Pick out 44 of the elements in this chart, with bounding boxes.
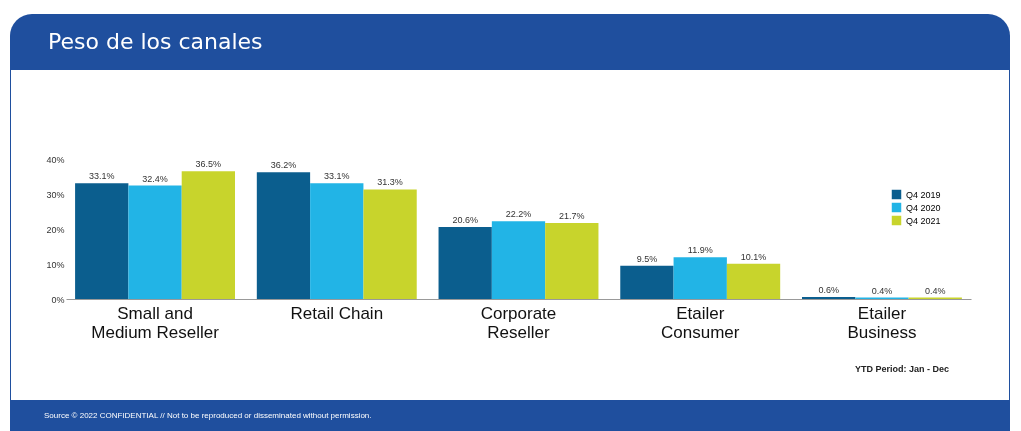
- bar: [363, 189, 417, 299]
- data-label: 10.1%: [740, 251, 767, 262]
- y-tick-label: 40%: [46, 154, 65, 165]
- x-tick-label: Etailer Consumer: [661, 303, 740, 342]
- x-tick-label: Retail Chain: [290, 303, 384, 323]
- data-label: 33.1%: [324, 171, 350, 182]
- legend-label: Q4 2019: [906, 189, 941, 200]
- bar: [726, 263, 781, 299]
- bar: [620, 265, 674, 299]
- data-label: 0.6%: [818, 284, 839, 295]
- data-label: 32.4%: [142, 173, 168, 184]
- data-label: 9.5%: [636, 253, 658, 264]
- chart-title: Peso de los canales: [10, 14, 1010, 70]
- bar: [75, 183, 129, 299]
- bar: [256, 172, 311, 299]
- y-tick-label: 20%: [46, 224, 65, 235]
- data-label: 0.4%: [925, 285, 946, 296]
- data-label: 0.4%: [871, 285, 893, 296]
- x-tick-label: Corporate Reseller: [480, 303, 557, 342]
- bar: [438, 226, 492, 299]
- x-tick-label: Small and Medium Reseller: [91, 303, 220, 342]
- data-label: 21.7%: [559, 211, 585, 222]
- legend-label: Q4 2021: [906, 215, 941, 226]
- data-label: 36.5%: [195, 159, 222, 170]
- source-note: Source © 2022 CONFIDENTIAL // Not to be reproduced or disseminated without permission.: [10, 400, 1010, 431]
- bar: [181, 171, 236, 299]
- legend-label: Q4 2020: [906, 202, 941, 213]
- bar: [491, 221, 546, 299]
- data-label: 36.2%: [270, 160, 297, 171]
- data-label: 20.6%: [452, 214, 478, 225]
- text: YTD Period: Jan - Dec: [855, 364, 950, 374]
- x-tick-label: Etailer Business: [847, 303, 917, 342]
- y-tick-label: 10%: [46, 259, 65, 270]
- data-label: 33.1%: [88, 171, 115, 182]
- bar: [128, 185, 182, 299]
- data-label: 22.2%: [505, 209, 532, 220]
- data-label: 11.9%: [687, 245, 713, 256]
- data-label: 31.3%: [377, 177, 403, 188]
- bar: [673, 257, 727, 299]
- y-tick-label: 0%: [51, 294, 65, 305]
- bar: [801, 296, 856, 299]
- y-tick-label: 30%: [46, 189, 65, 200]
- bar: [310, 183, 364, 299]
- bar: [545, 223, 599, 299]
